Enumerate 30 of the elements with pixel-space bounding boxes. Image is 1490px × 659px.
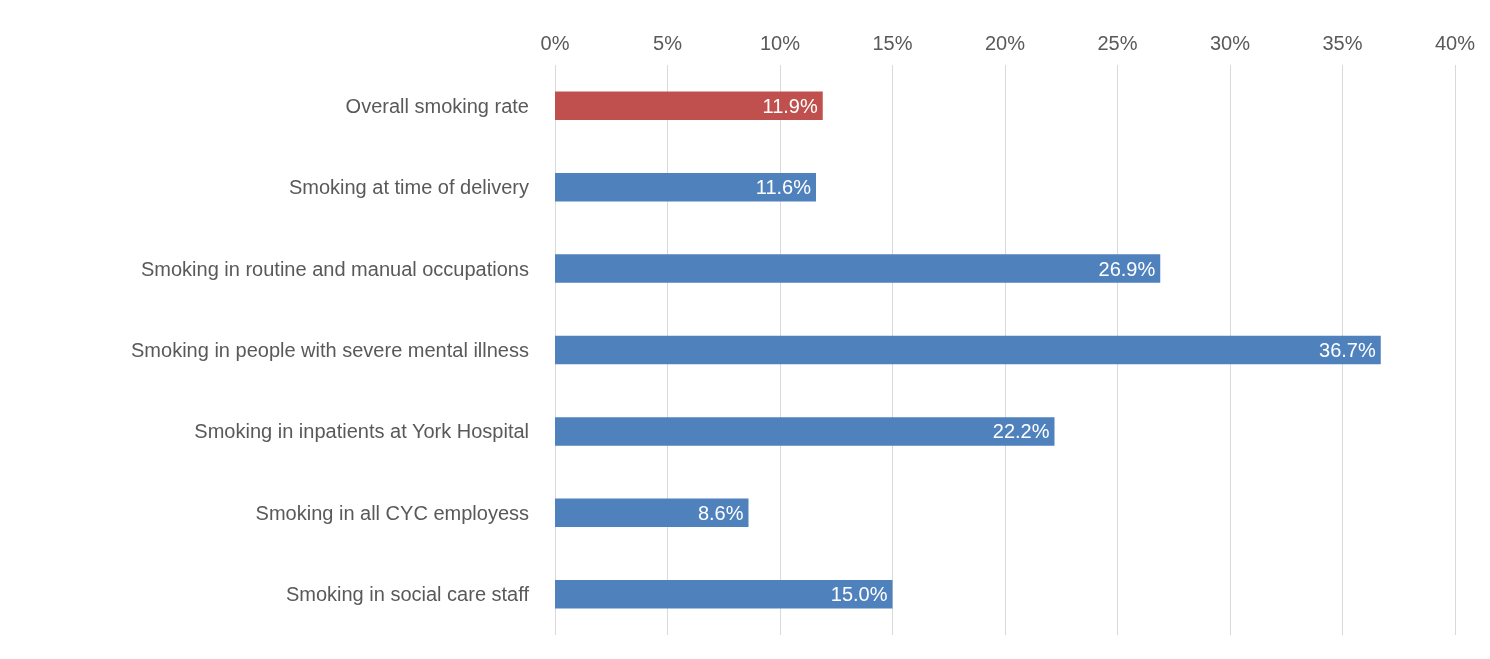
- y-tick-label: Smoking in people with severe mental illness: [131, 339, 529, 361]
- data-label: 11.9%: [762, 94, 818, 117]
- data-label: 15.0%: [830, 583, 888, 606]
- bar: [555, 172, 816, 202]
- y-tick-label: Smoking at time of delivery: [288, 176, 529, 199]
- x-tick-label: 25%: [1097, 32, 1138, 54]
- data-label: 36.7%: [1319, 339, 1376, 361]
- data-label: 11.6%: [755, 176, 812, 199]
- x-tick-label: 0%: [540, 32, 570, 54]
- data-label: 8.6%: [697, 501, 744, 524]
- x-tick-label: 20%: [984, 32, 1026, 54]
- bar: [555, 580, 893, 609]
- x-tick-label: 35%: [1322, 32, 1363, 54]
- x-tick-label: 40%: [1434, 32, 1476, 54]
- x-tick-label: 5%: [653, 32, 683, 54]
- x-tick-label: 10%: [759, 32, 801, 54]
- x-tick-label: 15%: [872, 32, 913, 54]
- y-tick-label: Smoking in social care staff: [285, 583, 530, 606]
- bar: [555, 417, 1055, 446]
- bar: [555, 498, 749, 528]
- y-tick-label: Overall smoking rate: [345, 94, 529, 117]
- x-tick-label: 30%: [1209, 32, 1251, 54]
- bar: [555, 91, 823, 120]
- y-tick-label: Smoking in routine and manual occupations: [140, 257, 529, 280]
- bar: [555, 254, 1161, 283]
- bar: [555, 335, 1381, 365]
- y-tick-label: Smoking in inpatients at York Hospital: [194, 420, 529, 443]
- data-label: 26.9%: [1098, 257, 1156, 280]
- y-tick-label: Smoking in all CYC employess: [255, 501, 529, 524]
- data-label: 22.2%: [992, 420, 1050, 443]
